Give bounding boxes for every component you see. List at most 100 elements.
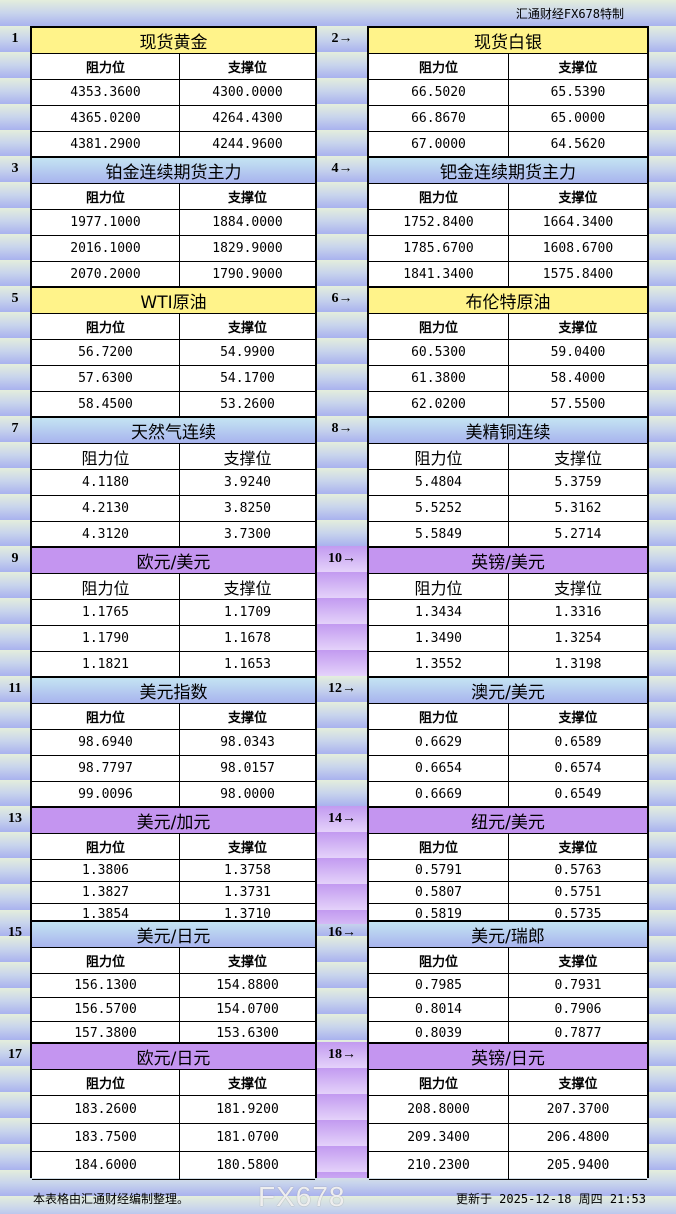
instrument-title: 澳元/美元 [369, 678, 647, 704]
quote-table: 钯金连续期货主力 阻力位 支撑位 1752.8400 1664.3400 1785.670… [367, 156, 649, 288]
table-row: 183.2600 181.9200 [32, 1096, 315, 1124]
resistance-cell: 阻力位 [32, 444, 180, 469]
resistance-cell: 阻力位 [32, 834, 180, 859]
section-pair: 3 铂金连续期货主力 阻力位 支撑位 1977.1000 1884.0000 2016.10… [0, 156, 676, 288]
table-row: 0.5807 0.5751 [369, 882, 647, 904]
quote-table: 欧元/美元 阻力位 支撑位 1.1765 1.1709 1.1790 1.1678 1.182… [30, 546, 317, 678]
instrument-title: 英镑/日元 [369, 1044, 647, 1070]
section-number: 16→ [328, 925, 356, 940]
column-header-row: 阻力位 支撑位 [369, 704, 647, 730]
support-cell: 154.0700 [216, 1002, 279, 1017]
instrument-title: WTI原油 [32, 288, 315, 314]
footer-note: 本表格由汇通财经编制整理。 [33, 1192, 190, 1206]
resistance-cell: 60.5300 [369, 340, 509, 365]
table-row: 208.8000 207.3700 [369, 1096, 647, 1124]
column-header-row: 阻力位 支撑位 [32, 1070, 315, 1096]
support-cell: 153.6300 [216, 1026, 279, 1041]
support-cell: 1.1678 [224, 631, 271, 646]
column-header-row: 阻力位 支撑位 [369, 54, 647, 80]
section-pair: 5 WTI原油 阻力位 支撑位 56.7200 54.9900 57.6300 54.1700… [0, 286, 676, 418]
resistance-cell: 0.8039 [369, 1022, 509, 1045]
resistance-cell: 4365.0200 [32, 106, 180, 131]
quote-table: 美元/日元 阻力位 支撑位 156.1300 154.8800 156.5700 154.0… [30, 920, 317, 1046]
support-cell: 支撑位 [558, 191, 598, 206]
support-cell: 支撑位 [558, 61, 598, 76]
quote-table: 欧元/日元 阻力位 支撑位 183.2600 181.9200 183.7500 181.0… [30, 1042, 317, 1180]
resistance-cell: 1785.6700 [369, 236, 509, 261]
support-cell: 53.2600 [220, 397, 275, 412]
quote-table: 铂金连续期货主力 阻力位 支撑位 1977.1000 1884.0000 2016.100… [30, 156, 317, 288]
quote-table: 美元/瑞郎 阻力位 支撑位 0.7985 0.7931 0.8014 0.7906 0.803… [367, 920, 649, 1046]
support-cell: 98.0343 [220, 735, 275, 750]
support-cell: 5.3162 [554, 501, 602, 516]
section-pair: 11 美元指数 阻力位 支撑位 98.6940 98.0343 98.7797 98.0157… [0, 676, 676, 808]
resistance-cell: 阻力位 [369, 314, 509, 339]
support-cell: 支撑位 [558, 711, 598, 726]
support-cell: 181.0700 [216, 1130, 279, 1145]
table-row: 0.7985 0.7931 [369, 974, 647, 998]
table-row: 2070.2000 1790.9000 [32, 262, 315, 288]
resistance-cell: 阻力位 [369, 948, 509, 973]
table-row: 66.8670 65.0000 [369, 106, 647, 132]
section-number: 11 [8, 681, 22, 696]
instrument-title: 美元/加元 [32, 808, 315, 834]
resistance-cell: 0.6629 [369, 730, 509, 755]
support-cell: 1.1653 [224, 657, 271, 672]
divider-column [316, 806, 368, 924]
instrument-title: 现货黄金 [32, 28, 315, 54]
resistance-cell: 58.4500 [32, 392, 180, 417]
resistance-cell: 阻力位 [32, 184, 180, 209]
resistance-cell: 阻力位 [369, 574, 509, 599]
instrument-title: 欧元/日元 [32, 1044, 315, 1070]
table-row: 5.5849 5.2714 [369, 522, 647, 548]
support-cell: 205.9400 [546, 1158, 610, 1173]
support-cell: 支撑位 [558, 841, 598, 856]
table-row: 1.3552 1.3198 [369, 652, 647, 678]
support-cell: 98.0157 [220, 761, 275, 776]
table-row: 4353.3600 4300.0000 [32, 80, 315, 106]
resistance-cell: 98.7797 [32, 756, 180, 781]
resistance-cell: 66.8670 [369, 106, 509, 131]
table-row: 0.6629 0.6589 [369, 730, 647, 756]
table-row: 61.3800 58.4000 [369, 366, 647, 392]
table-row: 1.1790 1.1678 [32, 626, 315, 652]
support-cell: 支撑位 [553, 448, 602, 468]
resistance-cell: 157.3800 [32, 1022, 180, 1045]
table-row: 156.5700 154.0700 [32, 998, 315, 1022]
resistance-cell: 156.1300 [32, 974, 180, 997]
table-row: 1977.1000 1884.0000 [32, 210, 315, 236]
column-header-row: 阻力位 支撑位 [32, 574, 315, 600]
section-pair: 17 欧元/日元 阻力位 支撑位 183.2600 181.9200 183.7500 181… [0, 1042, 676, 1180]
table-row: 0.5791 0.5763 [369, 860, 647, 882]
resistance-cell: 57.6300 [32, 366, 180, 391]
resistance-cell: 阻力位 [369, 704, 509, 729]
table-row: 2016.1000 1829.9000 [32, 236, 315, 262]
table-row: 67.0000 64.5620 [369, 132, 647, 158]
support-cell: 154.8800 [216, 978, 279, 993]
instrument-title: 美元/日元 [32, 922, 315, 948]
quote-table: 天然气连续 阻力位 支撑位 4.1180 3.9240 4.2130 3.8250 4.312… [30, 416, 317, 548]
instrument-title: 美元/瑞郎 [369, 922, 647, 948]
support-cell: 207.3700 [546, 1102, 610, 1117]
table-row: 62.0200 57.5500 [369, 392, 647, 418]
resistance-cell: 0.7985 [369, 974, 509, 997]
support-cell: 4264.4300 [212, 111, 283, 126]
column-header-row: 阻力位 支撑位 [32, 444, 315, 470]
support-cell: 54.9900 [220, 345, 275, 360]
table-row: 56.7200 54.9900 [32, 340, 315, 366]
brand-label: 汇通财经FX678特制 [515, 7, 624, 21]
instrument-title: 美元指数 [32, 678, 315, 704]
resistance-cell: 156.5700 [32, 998, 180, 1021]
resistance-cell: 1.3434 [369, 600, 509, 625]
support-cell: 支撑位 [227, 711, 267, 726]
section-number: 13 [8, 811, 22, 826]
column-header-row: 阻力位 支撑位 [369, 834, 647, 860]
resistance-cell: 1.1790 [32, 626, 180, 651]
column-header-row: 阻力位 支撑位 [369, 948, 647, 974]
support-cell: 1.3198 [554, 657, 602, 672]
support-cell: 1608.6700 [542, 241, 614, 256]
resistance-cell: 1.3827 [32, 882, 180, 903]
resistance-cell: 0.6654 [369, 756, 509, 781]
table-row: 1752.8400 1664.3400 [369, 210, 647, 236]
section-number: 10→ [328, 551, 356, 566]
